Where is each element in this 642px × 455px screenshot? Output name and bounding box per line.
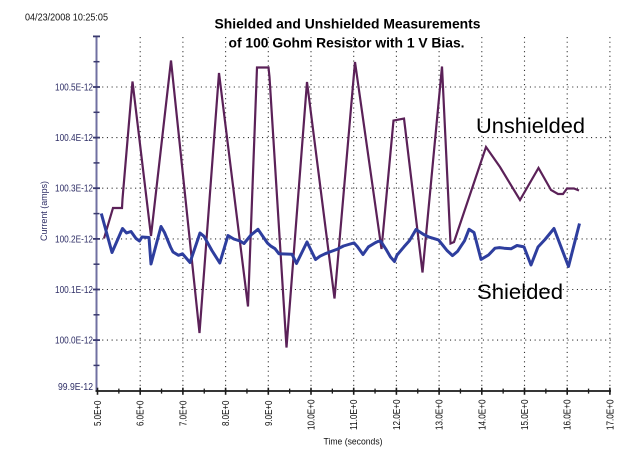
- svg-text:100.2E-12: 100.2E-12: [55, 234, 93, 245]
- svg-text:99.9E-12: 99.9E-12: [58, 382, 93, 393]
- svg-text:12.0E+0: 12.0E+0: [392, 399, 403, 430]
- svg-text:6.0E+0: 6.0E+0: [136, 400, 147, 426]
- svg-text:100.3E-12: 100.3E-12: [55, 184, 93, 195]
- svg-text:100.4E-12: 100.4E-12: [55, 133, 93, 144]
- svg-text:15.0E+0: 15.0E+0: [520, 399, 531, 430]
- svg-text:Shielded: Shielded: [477, 280, 563, 304]
- svg-text:9.0E+0: 9.0E+0: [264, 400, 275, 426]
- svg-text:16.0E+0: 16.0E+0: [563, 399, 574, 430]
- svg-text:13.0E+0: 13.0E+0: [435, 399, 446, 430]
- svg-text:17.0E+0: 17.0E+0: [605, 399, 616, 430]
- svg-text:8.0E+0: 8.0E+0: [221, 400, 232, 426]
- svg-text:100.0E-12: 100.0E-12: [55, 336, 93, 347]
- svg-text:100.5E-12: 100.5E-12: [55, 83, 93, 94]
- svg-text:100.1E-12: 100.1E-12: [55, 285, 93, 296]
- svg-text:of 100 Gohm Resistor with 1 V: of 100 Gohm Resistor with 1 V Bias.: [229, 35, 465, 51]
- svg-text:11.0E+0: 11.0E+0: [349, 399, 360, 430]
- svg-text:Shielded and Unshielded Measur: Shielded and Unshielded Measurements: [215, 15, 481, 31]
- svg-text:7.0E+0: 7.0E+0: [178, 400, 189, 426]
- svg-text:14.0E+0: 14.0E+0: [477, 399, 488, 430]
- svg-text:5.0E+0: 5.0E+0: [93, 400, 104, 426]
- svg-text:Current (amps): Current (amps): [39, 181, 50, 241]
- svg-text:Unshielded: Unshielded: [476, 114, 585, 138]
- svg-text:04/23/2008 10:25:05: 04/23/2008 10:25:05: [25, 12, 108, 23]
- svg-text:Time (seconds): Time (seconds): [324, 437, 383, 448]
- svg-text:10.0E+0: 10.0E+0: [307, 399, 318, 430]
